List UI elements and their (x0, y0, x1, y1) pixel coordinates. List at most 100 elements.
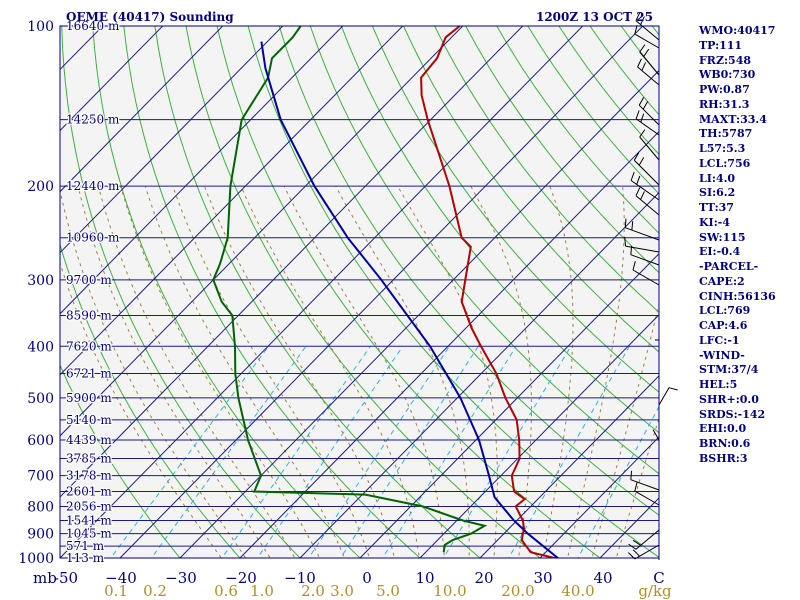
wind-barb (632, 269, 660, 286)
pressure-tick-label: 200 (27, 179, 54, 195)
panel-item: CAP:4.6 (699, 319, 748, 332)
temperature-tick-label: −40 (105, 569, 137, 587)
panel-item: FRZ:548 (699, 53, 752, 67)
mixing-ratio-tick-label: 3.0 (330, 582, 354, 600)
panel-item: LCL:769 (699, 304, 751, 318)
panel-item: -WIND- (699, 348, 745, 362)
wind-barb-flag (635, 110, 640, 120)
moist-adiabat-line (60, 261, 222, 558)
mixing-ratio-line (150, 346, 307, 558)
wind-barb-flag (632, 539, 641, 546)
pressure-tick-label: 100 (27, 19, 54, 35)
mixing-ratio-tick-label: 20.0 (501, 582, 534, 600)
panel-item: BSHR:3 (699, 451, 748, 465)
mixing-ratio-line (221, 346, 371, 558)
wind-barb (639, 136, 660, 161)
temperature-tick-label: −20 (225, 569, 257, 587)
isotherm-line (60, 26, 524, 498)
moist-adiabat-line (172, 185, 370, 558)
panel-item: PW:0.87 (699, 83, 750, 96)
mixing-ratio-tick-label: 2.0 (301, 582, 325, 600)
panel-item: EI:-0.4 (699, 245, 741, 259)
wind-barb-flag (642, 101, 649, 110)
height-label: 3178 m (66, 469, 112, 483)
wind-barb (633, 159, 660, 186)
panel-item: KI:-4 (699, 215, 730, 229)
height-label: 113 m (66, 551, 105, 565)
panel-item: WMO:40417 (699, 24, 776, 37)
panel-item: TP:111 (699, 38, 743, 52)
moist-adiabat-line (97, 185, 296, 558)
wind-barb (634, 33, 660, 49)
wind-barb-flag (640, 191, 645, 200)
chart-time: 1200Z 13 OCT 25 (536, 10, 653, 24)
wind-barb (658, 387, 670, 406)
dry-adiabat-line (403, 26, 659, 353)
pressure-tick-label: 800 (27, 499, 54, 515)
isotherm-line (60, 26, 284, 254)
wind-barb (637, 66, 660, 86)
height-label: 8590 m (66, 308, 112, 322)
dry-adiabat-line (123, 26, 421, 558)
temperature-tick-label: C (653, 569, 664, 587)
mixing-ratio-tick-label: 40.0 (561, 582, 594, 600)
height-label: 6721 m (66, 367, 112, 381)
panel-item: -PARCEL- (699, 260, 759, 273)
panel-item: RH:31.3 (699, 97, 750, 111)
panel-item: LI:4.0 (699, 171, 736, 185)
wind-barb (635, 529, 660, 550)
panel-item: L57:5.3 (699, 142, 746, 155)
pressure-tick-label: 500 (27, 391, 54, 407)
wind-barb-flag (643, 48, 650, 57)
wind-barb-flag (638, 157, 645, 166)
panel-item: LCL:756 (699, 156, 751, 170)
wind-barb-flag (630, 245, 633, 255)
height-label: 1541 m (66, 513, 112, 527)
panel-item: CAPE:2 (699, 274, 745, 288)
wind-barb-flag (640, 113, 645, 123)
pressure-tick-label: 300 (27, 273, 54, 289)
panel-item: LFC:-1 (699, 333, 740, 347)
moist-adiabat-line (60, 188, 247, 558)
wind-barb-flag (634, 25, 638, 35)
height-label: 3785 m (66, 451, 112, 465)
isotherm-line (60, 26, 344, 315)
wind-barb (635, 20, 660, 41)
height-label: 14250 m (66, 113, 120, 127)
panel-item: SHR+:0.0 (699, 392, 759, 406)
temperature-tick-label: 0 (362, 569, 372, 587)
dry-adiabat-line (185, 26, 541, 558)
mixing-ratio-line (381, 346, 517, 558)
mixing-ratio-tick-label: 0.1 (104, 582, 128, 600)
isotherm-line (60, 26, 164, 132)
wind-barb (630, 254, 660, 266)
wind-barb-flag (637, 58, 642, 68)
mixing-ratio-tick-label: 5.0 (376, 582, 400, 600)
moist-adiabat-line (144, 185, 346, 558)
dry-adiabat-line (60, 363, 181, 558)
panel-item: BRN:0.6 (699, 437, 751, 450)
plot-frame (59, 25, 660, 559)
moist-adiabat-line (397, 185, 498, 558)
moist-adiabat-line (542, 185, 574, 558)
wind-barb-flag (630, 171, 635, 181)
wind-barb-flag (635, 187, 641, 196)
wind-barb (630, 180, 660, 201)
height-label: 10960 m (66, 231, 120, 245)
wind-barb-flag (628, 543, 637, 550)
wind-barb-flag (633, 152, 640, 161)
mixing-ratio-line (508, 346, 630, 558)
moist-adiabat-line (203, 185, 395, 558)
pressure-unit-label: mb (33, 569, 57, 587)
wind-barb-flag (635, 12, 641, 21)
wind-barb-flag (631, 221, 634, 231)
moist-adiabat-line (470, 185, 533, 558)
panel-item: HEL:5 (699, 378, 738, 391)
height-label: 5140 m (66, 413, 112, 427)
panel-item: CINH:56136 (699, 289, 776, 303)
wind-barb-flag (636, 175, 641, 185)
panel-item: SI:6.2 (699, 186, 736, 200)
wind-barb (634, 490, 660, 506)
dry-adiabat-line (340, 26, 659, 434)
